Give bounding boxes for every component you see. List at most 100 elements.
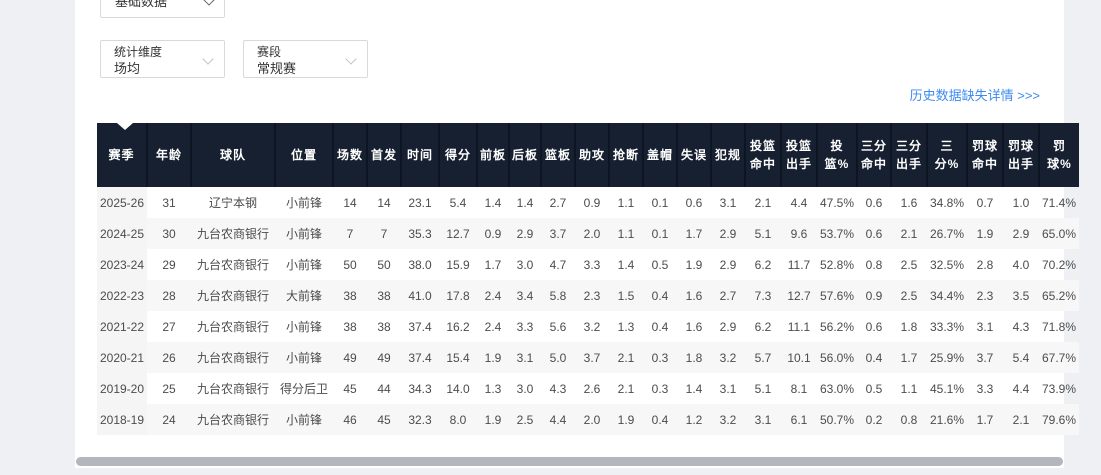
table-cell: 2.1 <box>754 195 772 210</box>
table-row: 2018-19 24 九台农商银行 小前锋 46 45 32.3 8.0 1.9 2.5 4.4 2.… <box>97 404 1079 435</box>
table-cell: 3.7 <box>583 350 601 365</box>
table-cell: 5.0 <box>549 350 567 365</box>
column-header[interactable]: 球队 <box>191 123 276 187</box>
table-cell: 0.1 <box>651 226 669 241</box>
table-cell: 1.6 <box>685 319 703 334</box>
column-header[interactable]: 盖帽 <box>643 123 678 187</box>
column-header[interactable]: 得分 <box>439 123 478 187</box>
table-cell: 16.2 <box>446 319 470 334</box>
table-cell: 1.9 <box>685 257 703 272</box>
table-cell: 2.9 <box>719 319 737 334</box>
column-header[interactable]: 位置 <box>275 123 334 187</box>
table-cell: 小前锋 <box>285 351 322 365</box>
table-cell: 27 <box>162 319 176 334</box>
table-cell: 九台农商银行 <box>196 351 269 365</box>
table-cell: 3.1 <box>719 381 737 396</box>
table-cell: 1.4 <box>516 195 534 210</box>
table-cell: 9.6 <box>790 226 808 241</box>
table-cell: 2018-19 <box>97 404 147 435</box>
column-header[interactable]: 抢断 <box>609 123 644 187</box>
table-cell: 30 <box>162 226 176 241</box>
table-cell: 26.7% <box>929 226 965 241</box>
column-header[interactable]: 投篮命中 <box>745 123 782 187</box>
column-header[interactable]: 罚球% <box>1039 123 1079 187</box>
table-cell: 2.9 <box>516 226 534 241</box>
table-cell: 53.7% <box>819 226 855 241</box>
table-cell: 2.9 <box>719 257 737 272</box>
table-cell: 2.4 <box>484 319 502 334</box>
table-cell: 17.8 <box>446 288 470 303</box>
dimension-select[interactable]: 统计维度 场均 <box>100 40 225 78</box>
column-header[interactable]: 赛季 <box>97 123 148 187</box>
column-header[interactable]: 罚球命中 <box>967 123 1004 187</box>
stats-table: 赛季 年龄 球队 位置 场数 首发 时间 得分 前板 后板 篮板 助攻 抢断 盖帽 失误 犯规 投篮命中 投篮出手… <box>97 123 1079 435</box>
table-cell: 得分后卫 <box>279 382 328 396</box>
table-cell: 2.4 <box>484 288 502 303</box>
table-cell: 1.1 <box>900 381 918 396</box>
table-cell: 3.2 <box>719 350 737 365</box>
table-cell: 0.8 <box>865 257 883 272</box>
column-header[interactable]: 首发 <box>367 123 402 187</box>
column-header[interactable]: 投篮% <box>817 123 858 187</box>
column-header[interactable]: 场数 <box>333 123 368 187</box>
column-header[interactable]: 前板 <box>477 123 510 187</box>
table-cell: 14 <box>377 195 391 210</box>
table-cell: 0.3 <box>651 350 669 365</box>
column-header[interactable]: 时间 <box>401 123 440 187</box>
column-header[interactable]: 后板 <box>509 123 542 187</box>
history-missing-data-link[interactable]: 历史数据缺失详情 >>> <box>909 88 1040 103</box>
table-cell: 2.3 <box>583 288 601 303</box>
table-cell: 2.7 <box>719 288 737 303</box>
table-cell: 5.1 <box>754 226 772 241</box>
table-cell: 0.9 <box>484 226 502 241</box>
table-cell: 25 <box>162 381 176 396</box>
table-cell: 九台农商银行 <box>196 227 269 241</box>
column-header[interactable]: 三分% <box>927 123 968 187</box>
horizontal-scrollbar-thumb[interactable] <box>76 457 1063 466</box>
column-header[interactable]: 投篮出手 <box>781 123 818 187</box>
table-cell: 2.5 <box>900 257 918 272</box>
table-cell: 34.8% <box>929 195 965 210</box>
table-cell: 70.2% <box>1041 257 1077 272</box>
column-header[interactable]: 三分命中 <box>857 123 892 187</box>
table-cell: 九台农商银行 <box>196 320 269 334</box>
table-cell: 1.5 <box>617 288 635 303</box>
table-cell: 2.9 <box>719 226 737 241</box>
table-cell: 5.4 <box>449 195 467 210</box>
table-cell: 0.6 <box>865 226 883 241</box>
column-header[interactable]: 罚球出手 <box>1003 123 1040 187</box>
table-cell: 6.2 <box>754 319 772 334</box>
table-cell: 71.8% <box>1041 319 1077 334</box>
table-cell: 5.7 <box>754 350 772 365</box>
table-cell: 1.3 <box>617 319 635 334</box>
table-cell: 7 <box>380 226 388 241</box>
table-cell: 1.4 <box>617 257 635 272</box>
table-row: 2024-25 30 九台农商银行 小前锋 7 7 35.3 12.7 0.9 2.9 3.7 2.0… <box>97 218 1079 249</box>
table-cell: 3.3 <box>976 381 994 396</box>
table-cell: 2.5 <box>900 288 918 303</box>
table-cell: 38.0 <box>408 257 432 272</box>
table-cell: 50 <box>377 257 391 272</box>
table-cell: 5.8 <box>549 288 567 303</box>
table-cell: 0.6 <box>685 195 703 210</box>
column-header[interactable]: 犯规 <box>711 123 746 187</box>
table-cell: 2020-21 <box>97 342 147 373</box>
column-header[interactable]: 失误 <box>677 123 712 187</box>
column-header[interactable]: 三分出手 <box>891 123 928 187</box>
column-header[interactable]: 助攻 <box>575 123 610 187</box>
data-type-select[interactable]: 基础数据 <box>100 0 225 18</box>
dimension-value: 场均 <box>114 61 141 76</box>
table-cell: 3.3 <box>583 257 601 272</box>
table-cell: 2023-24 <box>97 249 147 280</box>
table-cell: 3.0 <box>516 257 534 272</box>
table-cell: 九台农商银行 <box>196 382 269 396</box>
column-header[interactable]: 年龄 <box>147 123 192 187</box>
table-cell: 44 <box>377 381 391 396</box>
table-cell: 73.9% <box>1041 381 1077 396</box>
column-header[interactable]: 篮板 <box>541 123 576 187</box>
stage-select[interactable]: 赛段 常规赛 <box>243 40 368 78</box>
table-cell: 11.7 <box>787 257 811 272</box>
horizontal-scrollbar <box>76 457 1063 466</box>
table-cell: 2025-26 <box>97 187 147 218</box>
